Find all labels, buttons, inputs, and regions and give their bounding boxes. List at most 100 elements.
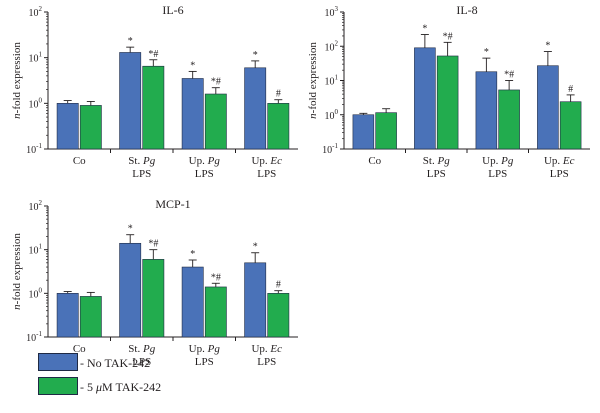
bar-no-tak <box>119 52 142 150</box>
y-tick-label-base: 10 <box>26 145 36 156</box>
y-tick-label: 101 <box>29 51 43 65</box>
y-tick-label-exp: -1 <box>36 330 42 338</box>
significance-mark-tak: # <box>568 84 573 95</box>
bar-tak <box>267 103 290 150</box>
bar-no-tak <box>244 262 267 338</box>
chart-title: IL-8 <box>456 3 477 17</box>
bar-tak <box>204 93 227 150</box>
legend-label-no-tak: - No TAK-242 <box>80 356 151 370</box>
legend: - No TAK-242 - 5 μM TAK-242 <box>38 353 338 401</box>
legend-item-no-tak: - No TAK-242 <box>38 353 338 373</box>
x-tick-label: Up. Pg <box>482 155 514 167</box>
x-tick-label-text: Up. <box>251 343 270 355</box>
significance-mark-no-tak: * <box>128 36 133 47</box>
y-axis-label: n-fold expression <box>307 42 319 119</box>
y-axis-label-italic: n <box>11 304 23 310</box>
bar-no-tak <box>181 78 204 150</box>
x-tick-label: St. Pg <box>128 155 155 167</box>
y-tick-label-base: 10 <box>29 202 39 213</box>
bar-tak <box>559 101 582 150</box>
x-tick-label-line2: LPS <box>257 356 276 368</box>
bar-tak <box>142 65 165 150</box>
x-tick-label: Up. Ec <box>544 155 575 167</box>
bar-tak <box>79 296 102 338</box>
x-tick-label-line2: LPS <box>488 168 507 180</box>
significance-mark-no-tak: * <box>190 60 195 71</box>
y-tick-label-exp: 2 <box>39 199 43 207</box>
y-axis-label-rest: -fold expression <box>11 42 23 114</box>
x-tick-label-text: Up. <box>482 155 501 167</box>
y-tick-label-base: 10 <box>325 77 335 88</box>
y-tick-label-exp: 0 <box>335 108 339 116</box>
x-tick-label-text: Co <box>73 155 86 167</box>
x-tick-label-line2: LPS <box>427 168 446 180</box>
significance-mark-tak: *# <box>211 77 221 88</box>
y-tick-label: 102 <box>29 5 43 19</box>
bar-tak <box>204 286 227 338</box>
legend-label-tak-mu: μ <box>96 380 103 394</box>
y-tick-label: 102 <box>29 199 43 213</box>
bar-tak <box>79 105 102 150</box>
y-tick-label: 100 <box>29 286 43 300</box>
bar-no-tak <box>56 293 79 338</box>
x-tick-label-italic: Ec <box>269 343 282 355</box>
x-tick-label-line2: LPS <box>132 168 151 180</box>
significance-mark-no-tak: * <box>253 50 258 61</box>
y-tick-label: 10-1 <box>322 142 338 156</box>
x-tick-label-line2: LPS <box>195 168 214 180</box>
x-tick-label-text: St. <box>423 155 438 167</box>
y-tick-label: 103 <box>325 5 339 19</box>
y-tick-label: 101 <box>325 74 339 88</box>
significance-mark-tak: *# <box>504 70 514 81</box>
significance-mark-no-tak: * <box>545 41 550 52</box>
x-tick-label-italic: Ec <box>269 155 282 167</box>
y-axis-label: n-fold expression <box>11 42 23 119</box>
significance-mark-tak: *# <box>443 31 453 42</box>
chart-panel-0: IL-6n-fold expression10-1100101102Co**#S… <box>11 3 298 180</box>
y-tick-label-base: 10 <box>322 145 332 156</box>
y-tick-label-base: 10 <box>325 8 335 19</box>
legend-item-tak: - 5 μM TAK-242 <box>38 377 338 397</box>
x-tick-label-italic: Pg <box>142 343 156 355</box>
bar-no-tak <box>244 67 267 150</box>
bar-no-tak <box>414 47 436 150</box>
legend-swatch-no-tak <box>38 353 78 371</box>
bar-tak <box>142 259 165 338</box>
legend-label-tak-prefix: - 5 <box>80 380 96 394</box>
y-tick-label-base: 10 <box>29 289 39 300</box>
y-axis-label-rest: -fold expression <box>11 233 23 305</box>
y-tick-label: 10-1 <box>26 142 42 156</box>
bar-tak <box>436 55 459 150</box>
x-tick-label-text: St. <box>128 155 143 167</box>
x-tick-label: St. Pg <box>423 155 450 167</box>
x-tick-label: Co <box>368 155 381 167</box>
significance-mark-tak: *# <box>148 239 158 250</box>
bar-no-tak <box>181 266 204 338</box>
bar-tak <box>498 89 520 150</box>
x-tick-label-line2: LPS <box>195 356 214 368</box>
bar-tak <box>267 293 290 338</box>
significance-mark-no-tak: * <box>484 47 489 58</box>
chart-panel-2: MCP-1n-fold expression10-1100101102Co**#… <box>11 197 298 368</box>
y-tick-label-base: 10 <box>29 99 39 110</box>
y-axis-label-italic: n <box>11 113 23 119</box>
y-axis-label-rest: -fold expression <box>307 42 319 114</box>
bar-no-tak <box>56 103 79 150</box>
x-tick-label-text: Up. <box>544 155 563 167</box>
y-tick-label: 10-1 <box>26 330 42 344</box>
significance-mark-no-tak: * <box>422 24 427 35</box>
y-tick-label: 102 <box>325 39 339 53</box>
bar-no-tak <box>537 65 559 150</box>
chart-panel-1: IL-8n-fold expression10-1100101102103Co*… <box>307 3 590 180</box>
x-tick-label-text: Up. <box>251 155 270 167</box>
significance-mark-no-tak: * <box>190 249 195 260</box>
significance-mark-no-tak: * <box>128 224 133 235</box>
y-tick-label-base: 10 <box>29 246 39 257</box>
y-tick-label-base: 10 <box>29 54 39 65</box>
y-tick-label-base: 10 <box>325 111 335 122</box>
y-tick-label-exp: 3 <box>335 5 339 13</box>
significance-mark-tak: # <box>276 280 281 291</box>
x-tick-label-line2: LPS <box>257 168 276 180</box>
x-tick-label-line2: LPS <box>132 356 151 368</box>
